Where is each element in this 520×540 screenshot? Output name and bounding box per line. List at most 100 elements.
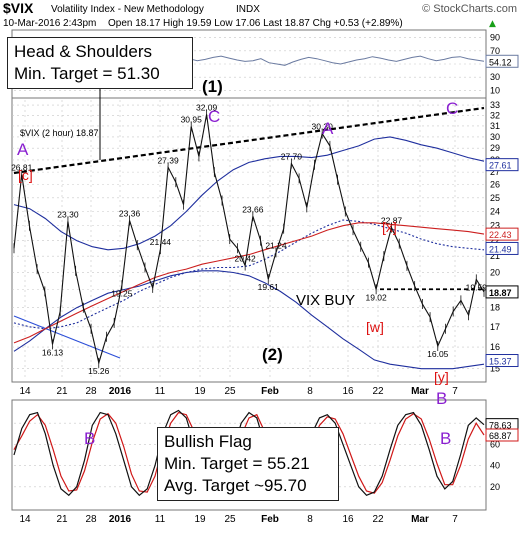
x-tick-label: 19 (194, 386, 206, 397)
x-tick-label: 14 (19, 386, 31, 397)
rsi-tick-label: 70 (490, 46, 500, 56)
rsi-tick-label: 30 (490, 72, 500, 82)
x-tick-label: 28 (85, 386, 97, 397)
price-label: 16.13 (42, 347, 64, 357)
wave-2-label: (2) (262, 345, 283, 364)
x-tick-label-bottom: Mar (411, 514, 429, 525)
price-label: 21.24 (265, 240, 287, 250)
wave-b-stoch-left: B (84, 429, 95, 448)
x-tick-label: Feb (261, 386, 279, 397)
price-label: 30.30 (312, 122, 334, 132)
quote-arrow-icon: ▲ (489, 19, 496, 29)
vix-buy-label: VIX BUY (296, 292, 355, 309)
price-label: 22.87 (381, 216, 403, 226)
ma-upper-band (13, 136, 485, 251)
wave-y-label: [y] (434, 369, 449, 385)
quote-line: Open 18.17 High 19.59 Low 17.06 Last 18.… (108, 18, 403, 29)
y-tick-label: 15 (490, 364, 500, 374)
x-tick-label-bottom: 21 (56, 514, 68, 525)
x-tick-label: 2016 (109, 386, 132, 397)
axis-value-tag-text: 22.43 (489, 230, 512, 240)
symbol-label: $VIX (3, 0, 34, 16)
wave-b-stoch-right: B (440, 429, 451, 448)
wave-x-label: [x] (382, 219, 397, 235)
y-tick-label: 18 (490, 303, 500, 313)
axis-value-tag (485, 354, 519, 368)
y-tick-label: 33 (490, 100, 500, 110)
y-tick-label: 32 (490, 110, 500, 120)
price-label: 32.09 (196, 102, 218, 112)
y-tick-label: 29 (490, 143, 500, 153)
price-line (13, 114, 485, 366)
wave-c-rsi-right: C (446, 99, 458, 118)
y-tick-label: 31 (490, 121, 500, 131)
price-label: 15.26 (88, 366, 110, 376)
x-tick-label-bottom: 14 (19, 514, 31, 525)
neckline (13, 106, 485, 175)
head-shoulders-title: Head & Shoulders (14, 42, 152, 61)
x-tick-label-bottom: 2016 (109, 514, 132, 525)
x-tick-label: 7 (452, 386, 458, 397)
datetime-label: 10-Mar-2016 2:43pm (3, 18, 96, 29)
wave-b-main: B (436, 389, 447, 408)
x-tick-label-bottom: 7 (452, 514, 458, 525)
ma-red (13, 222, 485, 344)
price-label: 19.25 (111, 288, 133, 298)
wave-1-label: (1) (202, 77, 223, 96)
x-tick-label: Mar (411, 386, 429, 397)
price-label: 23.66 (242, 204, 264, 214)
y-tick-label: 27 (490, 167, 500, 177)
head-shoulders-target: Min. Target = 51.30 (14, 64, 160, 83)
stoch-slow-value: 68.87 (489, 431, 512, 441)
y-tick-label: 30 (490, 132, 500, 142)
x-tick-label-bottom: 28 (85, 514, 97, 525)
x-tick-label: 8 (307, 386, 313, 397)
x-tick-label: 22 (372, 386, 384, 397)
x-tick-label: 16 (342, 386, 354, 397)
watermark: © StockCharts.com (422, 3, 517, 15)
rsi-tick-label: 90 (490, 33, 500, 43)
wave-a-left: A (17, 140, 29, 159)
price-label: 16.05 (427, 349, 449, 359)
stoch-tick-label: 60 (490, 439, 500, 449)
stoch-slow-tag (485, 428, 519, 442)
ma-lower-band (13, 270, 485, 370)
y-tick-label: 23 (490, 221, 500, 231)
ma-middle (13, 219, 485, 330)
stoch-slow-line (13, 411, 485, 496)
axis-value-tag-text: 18.87 (489, 288, 512, 298)
y-tick-label: 26 (490, 180, 500, 190)
head-shoulders-box: Head & Shoulders Min. Target = 51.30 (7, 37, 193, 89)
y-tick-label: 25 (490, 193, 500, 203)
index-name: Volatility Index - New Methodology (51, 4, 204, 15)
x-tick-label-bottom: 19 (194, 514, 206, 525)
x-tick-label-bottom: 25 (224, 514, 236, 525)
axis-value-tag (485, 241, 519, 255)
x-tick-label-bottom: 22 (372, 514, 384, 525)
rsi-value-tag (485, 54, 519, 68)
y-tick-label: 17 (490, 322, 500, 332)
wave-w-label: [w] (366, 319, 384, 335)
price-label: 30.95 (181, 114, 203, 124)
price-label: 27.70 (281, 152, 303, 162)
exchange-label: INDX (236, 4, 260, 15)
y-tick-label: 20 (490, 267, 500, 277)
axis-value-tag (485, 227, 519, 241)
axis-value-tag (485, 158, 519, 172)
price-label: 26.81 (11, 162, 33, 172)
price-label: 20.42 (235, 254, 257, 264)
x-tick-label-bottom: 11 (155, 514, 166, 525)
rsi-value-text: 54.12 (489, 57, 512, 67)
x-tick-label: 25 (224, 386, 236, 397)
price-label: 19.61 (258, 282, 280, 292)
price-label: 27.39 (157, 155, 179, 165)
stoch-tick-label: 40 (490, 461, 500, 471)
rsi-tick-label: 10 (490, 85, 500, 95)
axis-value-tag-text: 21.49 (489, 244, 512, 254)
bullish-flag-box: Bullish Flag Min. Target = 55.21 Avg. Ta… (157, 427, 339, 501)
axis-value-tag-text: 27.61 (489, 161, 512, 171)
wave-c-bracket: [c] (18, 167, 33, 183)
x-tick-label: 11 (155, 386, 166, 397)
bullish-flag-min-target: Min. Target = 55.21 (164, 454, 310, 473)
y-tick-label: 21 (490, 251, 500, 261)
